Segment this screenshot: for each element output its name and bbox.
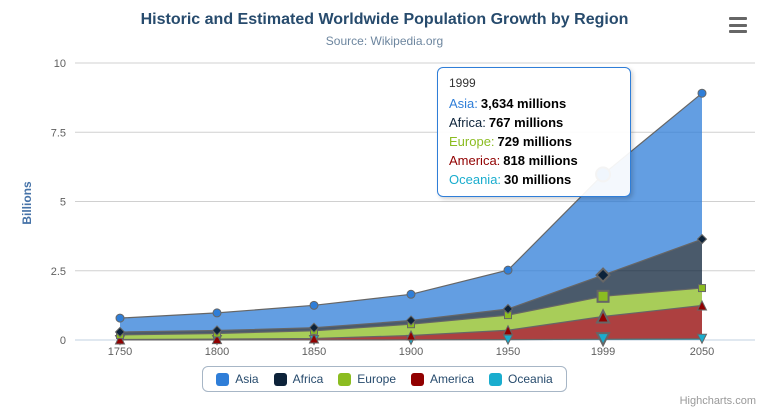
area-america[interactable] — [120, 305, 702, 340]
marker-europe[interactable] — [596, 289, 610, 303]
tooltip-series-value: 30 millions — [504, 172, 572, 187]
legend-swatch-icon — [216, 372, 230, 386]
y-axis-tick-label: 7.5 — [51, 127, 66, 139]
x-axis-tick-label: 1800 — [205, 346, 229, 358]
marker-america[interactable] — [595, 308, 611, 324]
legend: Asia Africa Europe America Oceania — [0, 366, 769, 392]
x-axis-tick-label: 1750 — [108, 346, 132, 358]
tooltip-row: Asia: 3,634 millions — [449, 94, 619, 113]
tooltip-row: Oceania: 30 millions — [449, 170, 619, 189]
marker-asia[interactable] — [406, 289, 416, 299]
x-axis-tick-label: 1850 — [302, 346, 326, 358]
legend-item-label: Europe — [357, 372, 396, 386]
marker-asia[interactable] — [503, 265, 513, 275]
legend-swatch-icon — [273, 372, 287, 386]
x-axis-tick-label: 1999 — [591, 346, 615, 358]
legend-box: Asia Africa Europe America Oceania — [202, 366, 567, 392]
marker-oceania[interactable] — [595, 332, 611, 348]
marker-africa[interactable] — [595, 267, 611, 283]
legend-item-label: Asia — [235, 372, 259, 386]
tooltip-series-value: 3,634 millions — [480, 96, 567, 111]
chart-title: Historic and Estimated Worldwide Populat… — [140, 11, 629, 28]
y-axis-tick-label: 0 — [60, 335, 66, 347]
x-axis-tick-label: 1950 — [496, 346, 520, 358]
marker-oceania[interactable] — [696, 333, 708, 345]
legend-item-label: Oceania — [508, 372, 553, 386]
legend-item-america[interactable]: America — [411, 372, 474, 386]
y-axis-tick-label: 5 — [60, 197, 66, 209]
legend-item-label: Africa — [292, 372, 324, 386]
legend-swatch-icon — [338, 372, 352, 386]
tooltip-header: 1999 — [449, 76, 476, 90]
tooltip-row: America: 818 millions — [449, 151, 619, 170]
marker-america[interactable] — [696, 299, 708, 311]
hamburger-icon — [729, 17, 747, 20]
y-axis-tick-label: 10 — [54, 58, 66, 70]
area-asia[interactable] — [120, 93, 702, 332]
legend-item-asia[interactable]: Asia — [216, 372, 259, 386]
marker-africa[interactable] — [114, 326, 126, 338]
marker-asia[interactable] — [115, 313, 125, 323]
legend-item-oceania[interactable]: Oceania — [489, 372, 553, 386]
marker-america[interactable] — [405, 329, 417, 341]
marker-africa[interactable] — [308, 322, 320, 333]
marker-europe[interactable] — [698, 284, 706, 293]
tooltip-series-name: Africa: — [449, 115, 486, 130]
marker-america[interactable] — [308, 332, 320, 344]
tooltip-series-name: Oceania: — [449, 172, 502, 187]
marker-asia[interactable] — [212, 308, 222, 318]
marker-america[interactable] — [502, 324, 514, 336]
marker-america[interactable] — [211, 333, 223, 345]
tooltip-row: Europe: 729 millions — [449, 132, 619, 151]
y-axis-tick-label: 2.5 — [51, 266, 66, 278]
marker-africa[interactable] — [211, 325, 223, 336]
marker-africa[interactable] — [405, 315, 417, 326]
credits-link[interactable]: Highcharts.com — [679, 395, 756, 407]
legend-item-europe[interactable]: Europe — [338, 372, 396, 386]
marker-africa[interactable] — [696, 233, 708, 245]
marker-america[interactable] — [114, 333, 126, 345]
chart-subtitle: Source: Wikipedia.org — [325, 34, 444, 48]
x-axis-tick-label: 1900 — [399, 346, 423, 358]
legend-item-label: America — [430, 372, 475, 386]
tooltip-row: Africa: 767 millions — [449, 113, 619, 132]
export-menu-button[interactable] — [729, 17, 749, 33]
area-africa[interactable] — [120, 239, 702, 335]
tooltip-series-name: Europe: — [449, 134, 495, 149]
legend-swatch-icon — [489, 372, 503, 386]
legend-item-africa[interactable]: Africa — [273, 372, 324, 386]
tooltip-series-name: America: — [449, 153, 501, 168]
tooltip: 1999 Asia: 3,634 millions Africa: 767 milli… — [437, 67, 631, 197]
legend-swatch-icon — [411, 372, 424, 386]
marker-africa[interactable] — [502, 303, 514, 315]
tooltip-series-name: Asia: — [449, 96, 478, 111]
x-axis-tick-label: 2050 — [690, 346, 714, 358]
tooltip-series-value: 729 millions — [497, 134, 572, 149]
y-axis-title: Billions — [20, 181, 34, 225]
tooltip-series-value: 767 millions — [488, 115, 564, 130]
marker-asia[interactable] — [309, 300, 319, 310]
marker-asia[interactable] — [697, 88, 707, 98]
tooltip-series-value: 818 millions — [503, 153, 578, 168]
